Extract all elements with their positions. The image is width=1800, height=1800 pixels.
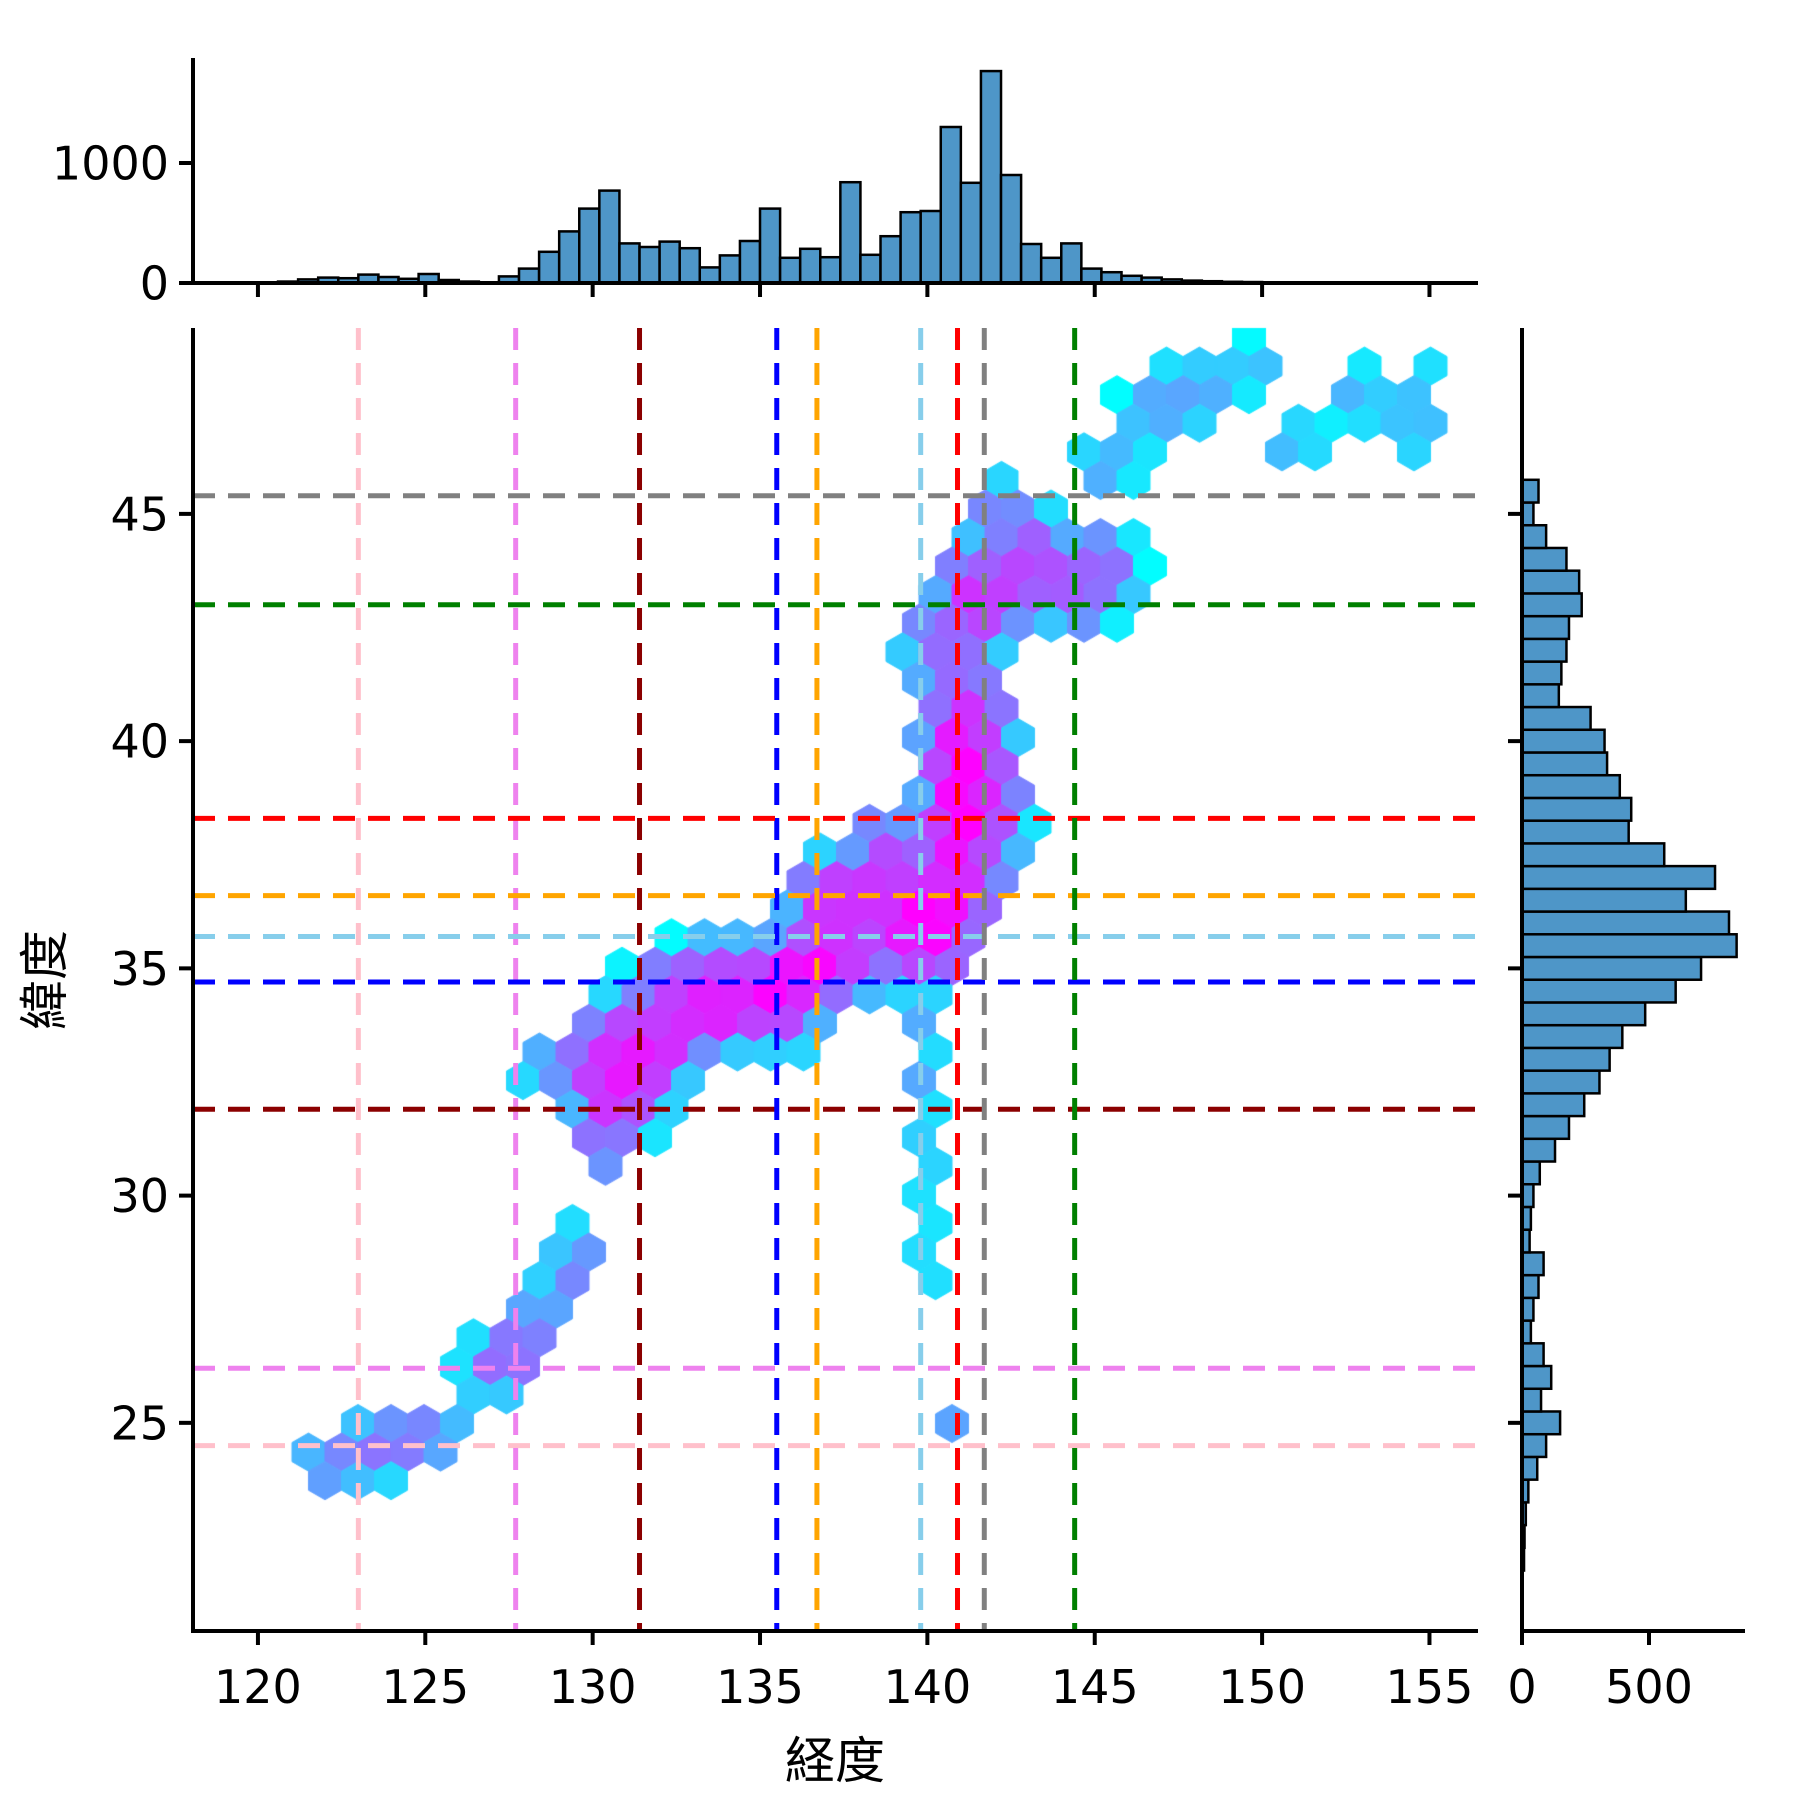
right-hist-bar [1520, 1410, 1562, 1436]
x-tick-label: 120 [214, 1660, 302, 1714]
top-hist-bar [718, 254, 742, 285]
top-hist-bar [899, 210, 922, 285]
top-hist-bar [537, 250, 561, 285]
x-tick-label: 140 [883, 1660, 971, 1714]
top-hist-bar [1039, 256, 1063, 285]
right-hist-bar [1520, 705, 1592, 732]
right-hist-bar [1520, 1137, 1557, 1163]
top-hist-bar [678, 246, 702, 285]
top-hist-bar [798, 247, 822, 285]
right-hist-bar [1520, 819, 1630, 845]
x-tick-label: 150 [1218, 1660, 1306, 1714]
right-hist-bar [1520, 978, 1677, 1004]
y-tick-label: 30 [110, 1169, 169, 1223]
tophist-y-tick-label: 1000 [52, 137, 169, 191]
top-hist-bar [658, 240, 681, 285]
top-hist-bar [819, 255, 842, 285]
top-hist-bar [1060, 242, 1083, 285]
top-hist-bar [557, 230, 581, 285]
right-hist-bar [1520, 773, 1622, 800]
x-tick-label: 155 [1386, 1660, 1474, 1714]
top-hist-bar [638, 245, 661, 285]
right-hist-bar [1520, 1432, 1548, 1459]
right-hist-bar [1520, 546, 1568, 572]
right-hist-bar [1520, 910, 1731, 936]
right-hist-bar [1520, 614, 1571, 641]
right-hist-bar [1520, 1364, 1553, 1391]
y-tick-label: 25 [110, 1396, 169, 1450]
top-hist-bar [778, 256, 802, 285]
y-tick-label: 45 [110, 487, 169, 541]
right-hist-bar [1520, 592, 1583, 618]
top-hist-bar [758, 207, 782, 285]
right-hist-bar [1520, 933, 1738, 959]
top-hist-bar [839, 180, 862, 285]
top-hist-bar [738, 239, 762, 285]
right-hist-bar [1520, 1023, 1624, 1050]
top-hist-bar [959, 181, 983, 285]
right-hist-bar [1520, 1114, 1571, 1141]
top-hist-bar [859, 253, 882, 285]
y-tick-label: 35 [110, 942, 169, 996]
right-hist-bar [1520, 1273, 1540, 1300]
right-hist-bar [1520, 842, 1666, 868]
right-hist-bar [1520, 887, 1688, 913]
top-hist-bar [1080, 267, 1103, 285]
top-hist-bar [1019, 242, 1043, 285]
top-hist-bar [578, 207, 601, 285]
righthist-x-tick-label: 500 [1605, 1660, 1693, 1714]
top-hist-bar [919, 209, 943, 285]
right-hist-bar [1520, 1092, 1586, 1118]
top-hist-bar [618, 242, 641, 285]
top-hist-bar [979, 69, 1003, 285]
x-tick-label: 130 [549, 1660, 637, 1714]
right-hist-bar [1520, 660, 1563, 686]
right-hist-bar [1520, 478, 1540, 504]
right-hist-bar [1520, 1001, 1647, 1027]
top-hist-bar [698, 266, 722, 285]
right-hist-bar [1520, 1069, 1601, 1095]
right-hist-bar [1520, 1342, 1545, 1368]
top-hist-bar [939, 125, 963, 285]
right-hist-bar [1520, 728, 1606, 754]
x-tick-label: 125 [381, 1660, 469, 1714]
top-hist-bar [517, 267, 541, 285]
right-hist-bar [1520, 683, 1561, 709]
top-hist-bar [879, 234, 902, 285]
right-hist-bar [1520, 1251, 1545, 1277]
right-hist-bar [1520, 1046, 1611, 1072]
x-axis-label: 経度 [785, 1732, 885, 1790]
right-hist-bar [1520, 796, 1633, 822]
top-hist-bar [999, 173, 1023, 285]
generated-chart-elements: 120 125 130 135 140 145 150 155 25 30 35 40 45 0 1000 0… [52, 58, 1745, 1714]
y-tick-label: 40 [110, 715, 169, 769]
y-axis-label: 緯度 [16, 930, 74, 1030]
right-hist-bar [1520, 955, 1703, 981]
right-hist-bar [1520, 523, 1548, 550]
right-hist-bar [1520, 1455, 1539, 1481]
righthist-x-tick-label: 0 [1507, 1660, 1536, 1714]
right-hist-bar [1520, 864, 1717, 891]
right-hist-bar [1520, 1160, 1542, 1186]
tophist-y-tick-label: 0 [140, 257, 169, 311]
top-hist-bar [598, 189, 621, 285]
right-hist-bar [1520, 637, 1568, 663]
right-hist-bar [1520, 751, 1609, 777]
right-hist-bar [1520, 569, 1581, 595]
x-tick-label: 135 [716, 1660, 804, 1714]
right-hist-bar [1520, 1387, 1543, 1413]
x-tick-label: 145 [1051, 1660, 1139, 1714]
